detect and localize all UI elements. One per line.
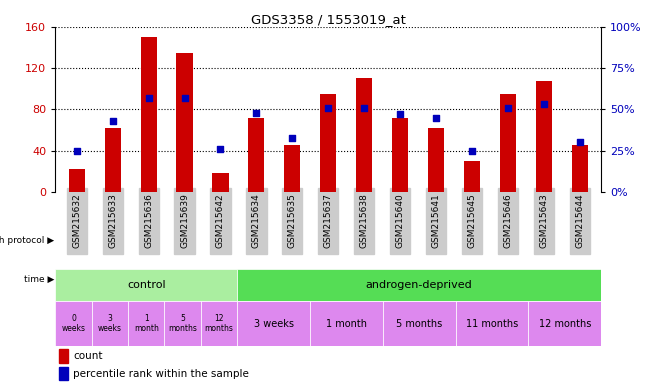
Bar	[69, 169, 85, 192]
Point	[287, 134, 298, 141]
Bar	[92, 301, 128, 346]
Point	[395, 111, 406, 118]
Bar	[128, 301, 164, 346]
Bar	[105, 128, 121, 192]
Point	[431, 115, 441, 121]
Point	[251, 110, 261, 116]
Bar	[237, 301, 310, 346]
Bar	[428, 128, 444, 192]
Bar	[213, 174, 229, 192]
Bar	[59, 349, 68, 363]
Text: 5 months: 5 months	[396, 318, 443, 329]
Bar	[356, 78, 372, 192]
Bar	[392, 118, 408, 192]
Point	[144, 95, 154, 101]
Point	[107, 118, 118, 124]
Bar	[248, 118, 265, 192]
Text: androgen-deprived: androgen-deprived	[366, 280, 473, 290]
Bar	[320, 94, 336, 192]
Text: percentile rank within the sample: percentile rank within the sample	[73, 369, 250, 379]
Point	[72, 148, 82, 154]
Bar	[528, 301, 601, 346]
Bar	[383, 301, 456, 346]
Point	[323, 105, 333, 111]
Bar	[164, 301, 201, 346]
Text: 11 months: 11 months	[466, 318, 518, 329]
Point	[502, 105, 513, 111]
Text: 3
weeks: 3 weeks	[98, 314, 122, 333]
Point	[215, 146, 226, 152]
Bar	[55, 269, 237, 301]
Bar	[456, 301, 528, 346]
Text: 12 months: 12 months	[539, 318, 591, 329]
Bar	[237, 269, 601, 301]
Text: control: control	[127, 280, 166, 290]
Bar	[201, 301, 237, 346]
Title: GDS3358 / 1553019_at: GDS3358 / 1553019_at	[251, 13, 406, 26]
Point	[179, 95, 190, 101]
Text: count: count	[73, 351, 103, 361]
Text: time ▶: time ▶	[24, 275, 54, 284]
Bar	[177, 53, 192, 192]
Point	[467, 148, 477, 154]
Text: 3 weeks: 3 weeks	[254, 318, 294, 329]
Bar	[55, 301, 92, 346]
Point	[359, 105, 369, 111]
Bar	[284, 144, 300, 192]
Text: 1 month: 1 month	[326, 318, 367, 329]
Text: growth protocol ▶: growth protocol ▶	[0, 237, 54, 245]
Bar	[536, 81, 552, 192]
Bar	[59, 367, 68, 380]
Text: 5
months: 5 months	[168, 314, 197, 333]
Point	[539, 101, 549, 108]
Point	[575, 139, 585, 146]
Bar	[140, 37, 157, 192]
Text: 12
months: 12 months	[205, 314, 233, 333]
Bar	[500, 94, 516, 192]
Text: 1
month: 1 month	[134, 314, 159, 333]
Bar	[464, 161, 480, 192]
Bar	[310, 301, 383, 346]
Bar	[571, 144, 588, 192]
Text: 0
weeks: 0 weeks	[62, 314, 85, 333]
